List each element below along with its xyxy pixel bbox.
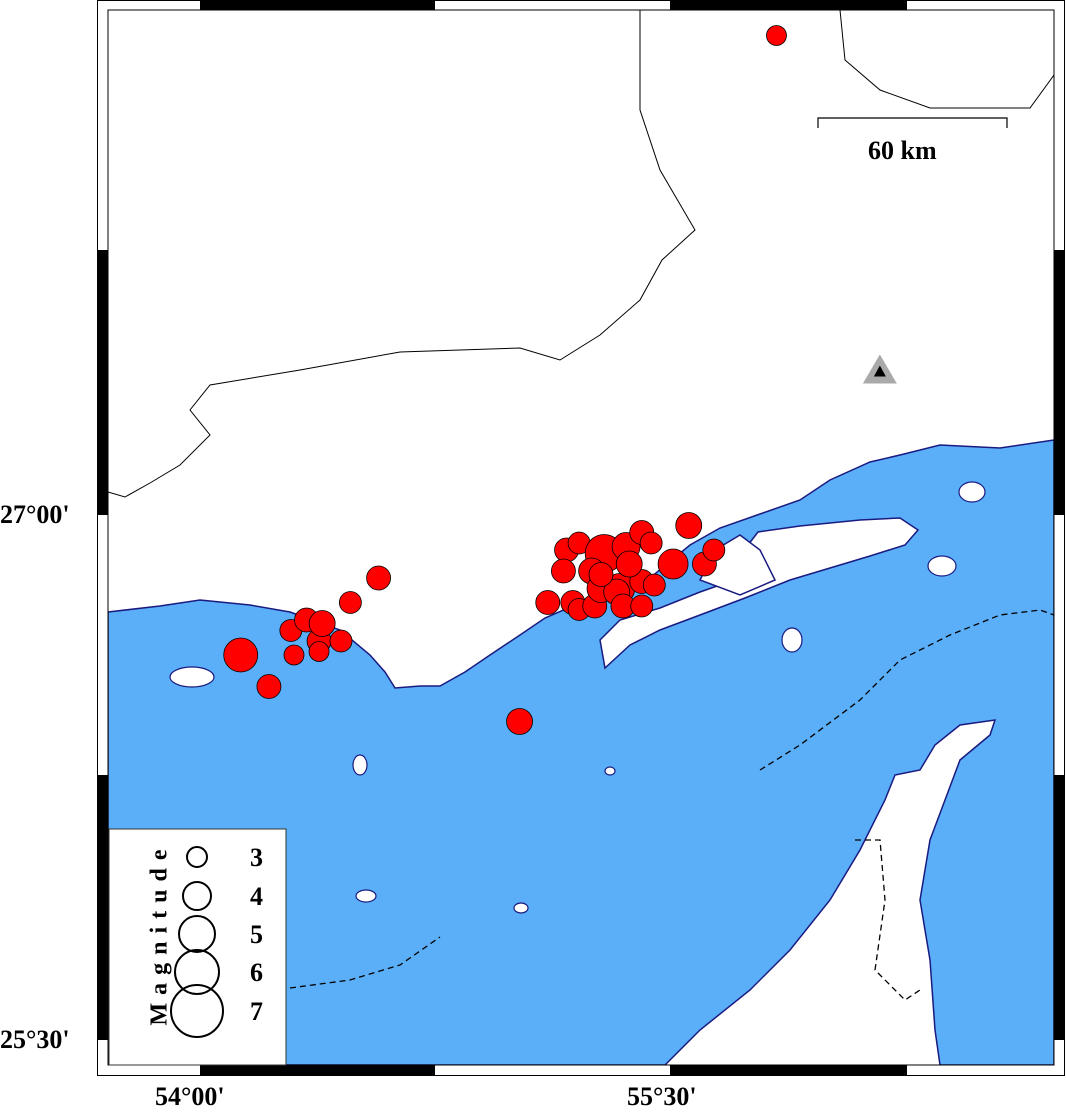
scale-bar-label: 60 km bbox=[868, 136, 937, 165]
earthquake-marker bbox=[630, 594, 654, 618]
legend-circle bbox=[174, 949, 220, 995]
legend-label: 7 bbox=[250, 997, 263, 1026]
station-icon bbox=[862, 354, 897, 384]
legend-circle bbox=[170, 984, 224, 1038]
legend-title: Magnitude bbox=[146, 841, 173, 1026]
earthquake-marker bbox=[639, 531, 663, 555]
earthquake-marker bbox=[535, 590, 561, 615]
earthquake-marker bbox=[551, 558, 576, 584]
map-frame bbox=[97, 0, 1065, 1076]
x-tick-label: 55°30' bbox=[627, 1082, 697, 1111]
earthquake-marker bbox=[657, 548, 689, 580]
legend-circle bbox=[182, 881, 212, 911]
earthquake-marker bbox=[615, 550, 643, 578]
earthquake-events bbox=[223, 25, 787, 735]
earthquake-marker bbox=[308, 641, 330, 662]
legend-circle bbox=[186, 846, 208, 868]
borders bbox=[108, 10, 1054, 498]
earthquake-marker bbox=[283, 644, 305, 666]
earthquake-marker bbox=[675, 512, 703, 539]
legend-label: 3 bbox=[250, 843, 263, 872]
maritime-boundaries bbox=[289, 609, 1054, 1001]
earthquake-marker bbox=[506, 708, 533, 735]
scale-bar bbox=[817, 117, 1008, 128]
earthquake-marker bbox=[588, 562, 614, 587]
x-tick-label: 54°00' bbox=[155, 1082, 225, 1111]
legend-label: 5 bbox=[250, 920, 263, 949]
sea bbox=[108, 439, 1054, 1065]
small-islands bbox=[169, 481, 986, 914]
earthquake-marker bbox=[702, 538, 726, 562]
earthquake-marker bbox=[223, 637, 259, 673]
legend-box bbox=[108, 828, 287, 1066]
earthquake-marker bbox=[338, 591, 362, 614]
legend-label: 4 bbox=[250, 882, 263, 911]
earthquake-marker bbox=[766, 25, 787, 46]
earthquake-marker bbox=[256, 674, 282, 699]
y-tick-label: 27°00' bbox=[0, 500, 70, 529]
y-tick-label: 25°30' bbox=[0, 1025, 70, 1054]
earthquake-marker bbox=[642, 573, 666, 597]
earthquake-marker bbox=[329, 629, 353, 653]
legend-circle bbox=[178, 915, 216, 953]
earthquake-marker bbox=[366, 565, 391, 591]
earthquake-marker bbox=[308, 610, 336, 637]
legend-label: 6 bbox=[250, 958, 263, 987]
